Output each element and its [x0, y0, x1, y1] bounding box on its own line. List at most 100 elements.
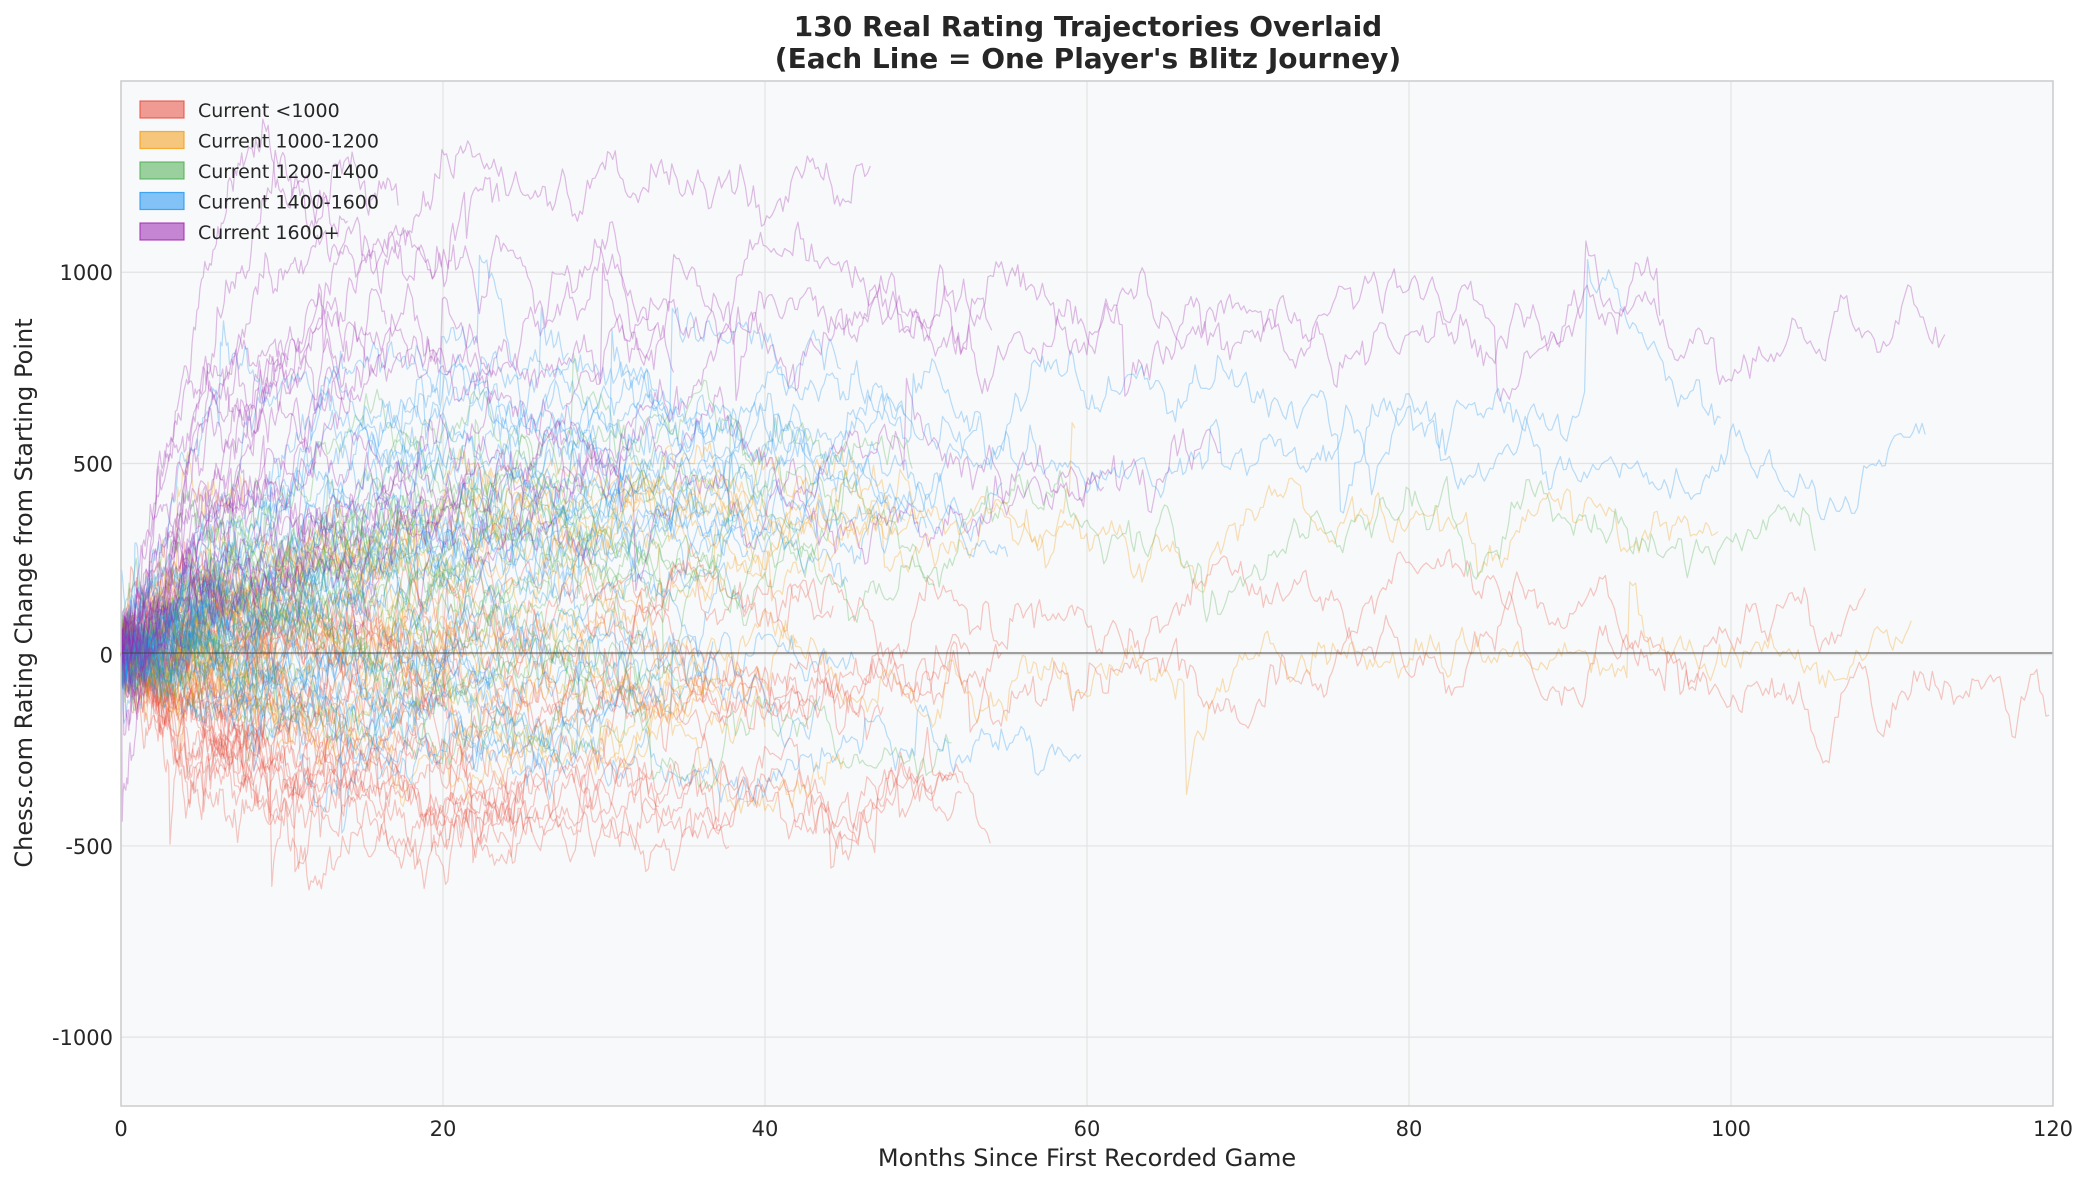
trajectory-line — [120, 498, 554, 683]
trajectory-line — [120, 580, 1002, 737]
trajectory-line — [120, 307, 569, 688]
trajectory-line — [120, 469, 751, 666]
trajectory-line — [120, 531, 834, 661]
trajectory-line — [120, 599, 591, 716]
trajectory-line — [120, 542, 1866, 695]
trajectory-line — [120, 612, 409, 704]
trajectory-line — [120, 519, 749, 771]
trajectory-line — [120, 240, 1946, 725]
trajectory-line — [120, 468, 920, 669]
y-tick-label: 0 — [100, 644, 113, 668]
trajectory-line — [120, 472, 652, 663]
trajectory-line — [120, 307, 841, 677]
trajectory-line — [120, 628, 821, 770]
x-tick-labels: 0 20 40 60 80 100 120 — [114, 1117, 2073, 1141]
trajectory-group-r1000_1200 — [120, 422, 1912, 814]
trajectory-line — [120, 634, 517, 829]
trajectory-line — [120, 474, 802, 685]
trajectory-line — [120, 610, 855, 701]
trajectory-line — [120, 541, 276, 670]
trajectory-line — [120, 615, 809, 772]
trajectory-line — [120, 474, 388, 695]
trajectory-line — [120, 437, 712, 670]
trajectory-line — [120, 635, 952, 885]
y-tick-label: 500 — [73, 452, 113, 476]
trajectory-line — [120, 476, 816, 664]
trajectory-line — [120, 378, 905, 655]
legend-swatch — [139, 191, 185, 211]
x-tick-label: 40 — [752, 1117, 779, 1141]
trajectory-line — [120, 436, 317, 673]
trajectory-line — [120, 472, 849, 668]
y-tick-label: -500 — [65, 835, 113, 859]
trajectory-line — [120, 620, 253, 821]
trajectory-line — [120, 231, 657, 685]
chart-subtitle: (Each Line = One Player's Blitz Journey) — [775, 42, 1401, 75]
trajectory-line — [120, 610, 229, 719]
trajectory-line — [120, 413, 892, 670]
trajectory-line — [120, 503, 599, 698]
trajectory-line — [120, 309, 348, 655]
trajectory-line — [120, 435, 708, 689]
trajectory-line — [120, 254, 657, 665]
trajectory-line — [120, 639, 659, 887]
trajectory-line — [120, 571, 222, 673]
trajectory-line — [120, 539, 391, 669]
trajectory-line — [120, 596, 884, 802]
trajectory-line — [120, 149, 399, 656]
y-tick-label: 1000 — [60, 261, 113, 285]
trajectory-group-lt1000 — [120, 516, 2050, 891]
trajectory-line — [120, 628, 533, 891]
trajectory-line — [120, 564, 250, 673]
legend-swatch — [139, 130, 185, 150]
legend: Current <1000 Current 1000-1200 Current 12… — [139, 100, 379, 244]
trajectory-line — [120, 618, 959, 872]
trajectory-line — [120, 320, 273, 671]
trajectory-line — [120, 442, 1105, 822]
y-axis-label: Chess.com Rating Change from Starting Po… — [10, 318, 38, 867]
trajectory-line — [120, 485, 370, 701]
trajectory-line — [120, 636, 962, 863]
trajectory-line — [120, 489, 254, 683]
trajectory-line — [120, 380, 812, 684]
trajectory-line — [120, 623, 356, 818]
y-tick-labels: -1000 -500 0 500 1000 — [52, 261, 113, 1050]
trajectory-line — [120, 562, 682, 690]
trajectory-line — [120, 318, 675, 673]
trajectory-line — [120, 412, 741, 692]
trajectory-line — [120, 118, 349, 672]
legend-label: Current <1000 — [198, 100, 340, 122]
trajectory-line — [120, 613, 845, 814]
trajectory-line — [120, 601, 798, 744]
trajectory-line — [120, 544, 719, 703]
trajectory-line — [120, 569, 584, 787]
trajectory-line — [120, 590, 2050, 794]
trajectory-line — [120, 654, 301, 845]
trajectory-line — [120, 636, 952, 790]
trajectory-line — [120, 477, 1719, 696]
trajectory-line — [120, 636, 515, 739]
trajectory-line — [120, 573, 1082, 834]
trajectory-line — [120, 619, 991, 861]
trajectory-line — [120, 543, 304, 689]
trajectory-line — [120, 645, 266, 742]
trajectory-line — [120, 176, 500, 656]
trajectory-line — [120, 613, 664, 731]
trajectory-line — [120, 605, 466, 760]
x-tick-label: 0 — [114, 1117, 127, 1141]
trajectory-line — [120, 613, 652, 731]
trajectory-line — [120, 432, 630, 655]
trajectory-line — [120, 256, 1661, 681]
trajectory-line — [120, 221, 993, 682]
trajectory-lines — [120, 118, 2050, 891]
legend-label: Current 1600+ — [198, 222, 340, 244]
y-tick-label: -1000 — [52, 1026, 113, 1050]
trajectory-line — [120, 581, 514, 721]
x-axis-label: Months Since First Recorded Game — [878, 1144, 1296, 1172]
trajectory-line — [120, 560, 219, 687]
trajectory-line — [120, 572, 347, 693]
x-tick-label: 120 — [2033, 1117, 2073, 1141]
legend-swatch — [139, 100, 185, 119]
trajectory-line — [120, 624, 971, 736]
